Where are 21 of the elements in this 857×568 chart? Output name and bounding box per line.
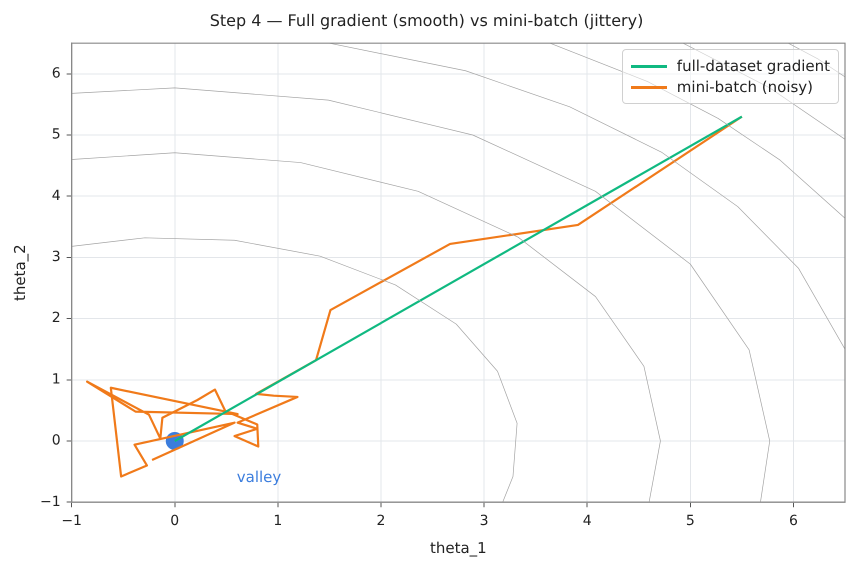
x-tick-label: 2: [376, 513, 386, 530]
x-tick-label: 0: [170, 513, 180, 530]
x-tick-label: 3: [480, 513, 489, 530]
x-tick-label: 4: [582, 513, 592, 530]
x-tick-label: 5: [686, 513, 695, 530]
y-tick-label: 5: [52, 126, 61, 143]
x-axis-title: theta_1: [430, 538, 487, 557]
x-tick-label: 1: [273, 513, 282, 530]
chart-title: Step 4 — Full gradient (smooth) vs mini-batch (jittery): [210, 10, 644, 30]
y-tick-label: 0: [52, 432, 61, 449]
legend-label: mini-batch (noisy): [676, 78, 814, 96]
x-tick-label: 6: [788, 513, 798, 530]
legend-label: full-dataset gradient: [676, 57, 830, 76]
y-tick-label: 4: [52, 188, 61, 204]
y-tick-label: 3: [52, 249, 61, 266]
y-tick-label: 6: [52, 65, 61, 82]
y-tick-label: 2: [52, 310, 61, 326]
y-tick-label: −1: [40, 494, 61, 510]
y-tick-label: 1: [52, 371, 61, 388]
annotation: valley: [236, 468, 282, 486]
y-axis-title: theta_2: [10, 244, 29, 302]
